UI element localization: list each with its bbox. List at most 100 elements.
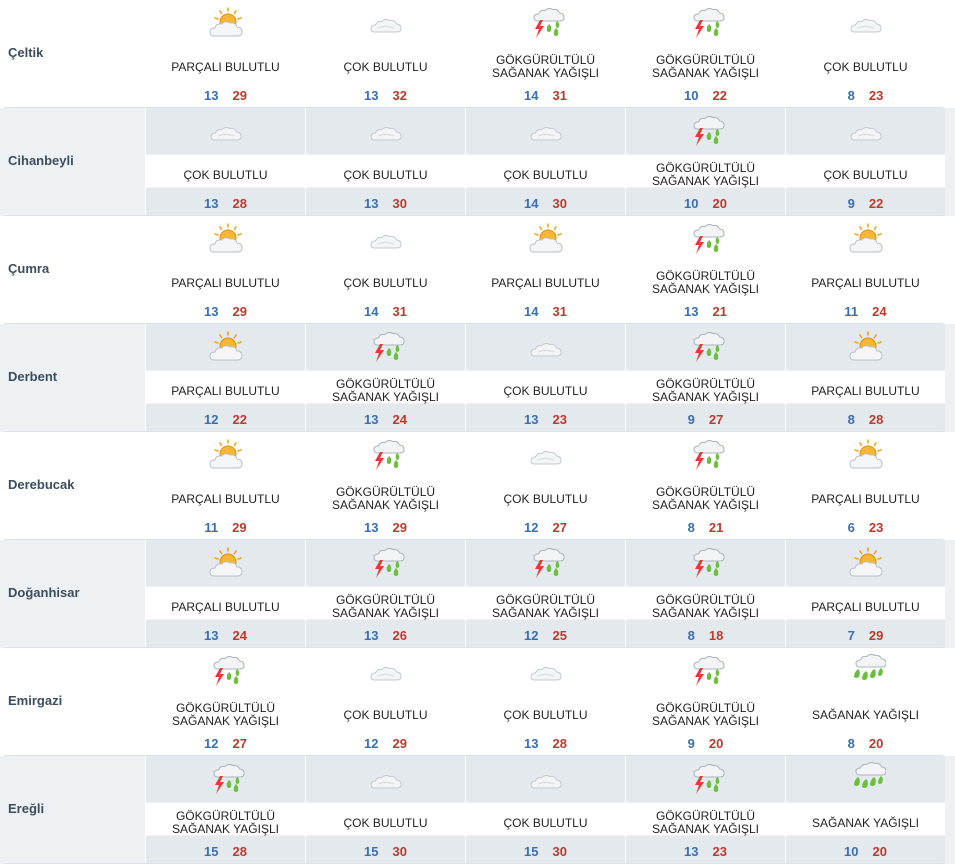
- temperature-range: 9 20: [626, 736, 785, 751]
- min-temperature: 11: [204, 520, 219, 535]
- max-temperature: 27: [232, 736, 247, 751]
- day-cell: ÇOK BULUTLU 13 30: [305, 108, 465, 216]
- max-temperature: 24: [232, 628, 247, 643]
- temperature-range: 13 24: [146, 628, 305, 643]
- day-cell: ÇOK BULUTLU 13 32: [305, 0, 465, 108]
- city-name[interactable]: Derbent: [8, 369, 58, 384]
- max-temperature: 28: [232, 844, 247, 859]
- day-cell: GÖKGÜRÜLTÜLÜ SAĞANAK YAĞIŞLI 13 26: [305, 540, 465, 648]
- cloudy-icon: [366, 222, 406, 256]
- thunder-shower-icon: [686, 654, 726, 688]
- min-temperature: 14: [364, 304, 379, 319]
- min-temperature: 13: [204, 196, 219, 211]
- weather-description: PARÇALI BULUTLU: [171, 491, 280, 506]
- temperature-range: 10 22: [626, 88, 785, 103]
- temperature-range: 13 21: [626, 304, 785, 319]
- max-temperature: 31: [552, 304, 567, 319]
- city-name[interactable]: Derebucak: [8, 477, 75, 492]
- temperature-range: 8 21: [626, 520, 785, 535]
- city-name[interactable]: Emirgazi: [8, 693, 63, 708]
- weather-description: PARÇALI BULUTLU: [171, 599, 280, 614]
- day-cell: GÖKGÜRÜLTÜLÜ SAĞANAK YAĞIŞLI 12 25: [465, 540, 625, 648]
- day-cell: GÖKGÜRÜLTÜLÜ SAĞANAK YAĞIŞLI 10 22: [625, 0, 785, 108]
- max-temperature: 31: [392, 304, 407, 319]
- day-list: GÖKGÜRÜLTÜLÜ SAĞANAK YAĞIŞLI 12 27 ÇOK BU…: [145, 648, 955, 756]
- partly-cloudy-icon: [846, 330, 886, 364]
- max-temperature: 25: [552, 628, 567, 643]
- max-temperature: 20: [708, 736, 724, 751]
- city-name[interactable]: Çeltik: [8, 45, 44, 60]
- min-temperature: 12: [204, 736, 219, 751]
- city-name[interactable]: Cihanbeyli: [8, 153, 74, 168]
- min-temperature: 10: [684, 196, 699, 211]
- max-temperature: 21: [712, 304, 727, 319]
- weather-description: ÇOK BULUTLU: [343, 707, 428, 722]
- min-temperature: 8: [847, 88, 855, 103]
- weather-description: GÖKGÜRÜLTÜLÜ SAĞANAK YAĞIŞLI: [652, 485, 759, 512]
- day-cell: GÖKGÜRÜLTÜLÜ SAĞANAK YAĞIŞLI 13 29: [305, 432, 465, 540]
- max-temperature: 27: [552, 520, 567, 535]
- cloudy-icon: [526, 114, 566, 148]
- temperature-range: 15 30: [306, 844, 465, 859]
- city-name[interactable]: Doğanhisar: [8, 585, 80, 600]
- min-temperature: 9: [847, 196, 855, 211]
- city-cell: Derebucak: [0, 432, 145, 540]
- day-list: PARÇALI BULUTLU 11 29 GÖKGÜRÜLTÜLÜ SAĞANA…: [145, 432, 955, 540]
- city-cell: Çeltik: [0, 0, 145, 108]
- min-temperature: 9: [687, 736, 695, 751]
- row-divider: [4, 755, 943, 756]
- day-cell: PARÇALI BULUTLU 12 22: [145, 324, 305, 432]
- thunder-shower-icon: [366, 330, 406, 364]
- weather-description: GÖKGÜRÜLTÜLÜ SAĞANAK YAĞIŞLI: [332, 593, 439, 620]
- weather-description: GÖKGÜRÜLTÜLÜ SAĞANAK YAĞIŞLI: [652, 701, 759, 728]
- day-cell: GÖKGÜRÜLTÜLÜ SAĞANAK YAĞIŞLI 13 21: [625, 216, 785, 324]
- max-temperature: 23: [552, 412, 567, 427]
- temperature-range: 12 27: [466, 520, 625, 535]
- city-name[interactable]: Ereğli: [8, 801, 45, 816]
- day-cell: ÇOK BULUTLU 13 23: [465, 324, 625, 432]
- partly-cloudy-icon: [206, 438, 246, 472]
- weather-description: ÇOK BULUTLU: [503, 491, 588, 506]
- weather-description: PARÇALI BULUTLU: [811, 275, 920, 290]
- temperature-range: 13 23: [466, 412, 625, 427]
- day-cell: PARÇALI BULUTLU 11 24: [785, 216, 945, 324]
- weather-description: GÖKGÜRÜLTÜLÜ SAĞANAK YAĞIŞLI: [652, 809, 759, 836]
- day-cell: ÇOK BULUTLU 15 30: [305, 756, 465, 864]
- min-temperature: 14: [524, 304, 539, 319]
- day-cell: GÖKGÜRÜLTÜLÜ SAĞANAK YAĞIŞLI 10 20: [625, 108, 785, 216]
- min-temperature: 12: [204, 412, 219, 427]
- min-temperature: 13: [524, 412, 539, 427]
- weather-description: GÖKGÜRÜLTÜLÜ SAĞANAK YAĞIŞLI: [652, 161, 759, 188]
- thunder-shower-icon: [686, 222, 726, 256]
- day-list: PARÇALI BULUTLU 13 29 ÇOK BULUTLU 13 32 GÖ…: [145, 0, 955, 108]
- weather-description: GÖKGÜRÜLTÜLÜ SAĞANAK YAĞIŞLI: [172, 809, 279, 836]
- min-temperature: 7: [847, 628, 855, 643]
- city-row: Cihanbeyli ÇOK BULUTLU 13 28 ÇOK BULUTLU …: [0, 108, 955, 216]
- temperature-range: 6 23: [786, 520, 945, 535]
- weather-description: GÖKGÜRÜLTÜLÜ SAĞANAK YAĞIŞLI: [492, 593, 599, 620]
- min-temperature: 12: [524, 520, 539, 535]
- thunder-shower-icon: [366, 546, 406, 580]
- temperature-range: 12 22: [146, 412, 305, 427]
- city-row: Çeltik PARÇALI BULUTLU 13 29 ÇOK BULUTLU …: [0, 0, 955, 108]
- max-temperature: 26: [392, 628, 407, 643]
- max-temperature: 29: [232, 520, 247, 535]
- max-temperature: 32: [392, 88, 407, 103]
- weather-description: GÖKGÜRÜLTÜLÜ SAĞANAK YAĞIŞLI: [332, 485, 439, 512]
- weather-description: ÇOK BULUTLU: [343, 815, 428, 830]
- city-cell: Derbent: [0, 324, 145, 432]
- day-cell: GÖKGÜRÜLTÜLÜ SAĞANAK YAĞIŞLI 14 31: [465, 0, 625, 108]
- day-cell: ÇOK BULUTLU 9 22: [785, 108, 945, 216]
- weather-description: GÖKGÜRÜLTÜLÜ SAĞANAK YAĞIŞLI: [172, 701, 279, 728]
- day-cell: GÖKGÜRÜLTÜLÜ SAĞANAK YAĞIŞLI 12 27: [145, 648, 305, 756]
- row-divider: [4, 107, 943, 108]
- min-temperature: 14: [524, 88, 539, 103]
- day-cell: PARÇALI BULUTLU 8 28: [785, 324, 945, 432]
- thunder-shower-icon: [686, 762, 726, 796]
- row-divider: [4, 431, 943, 432]
- min-temperature: 13: [684, 844, 699, 859]
- day-cell: GÖKGÜRÜLTÜLÜ SAĞANAK YAĞIŞLI 13 24: [305, 324, 465, 432]
- city-name[interactable]: Çumra: [8, 261, 50, 276]
- thunder-shower-icon: [526, 6, 566, 40]
